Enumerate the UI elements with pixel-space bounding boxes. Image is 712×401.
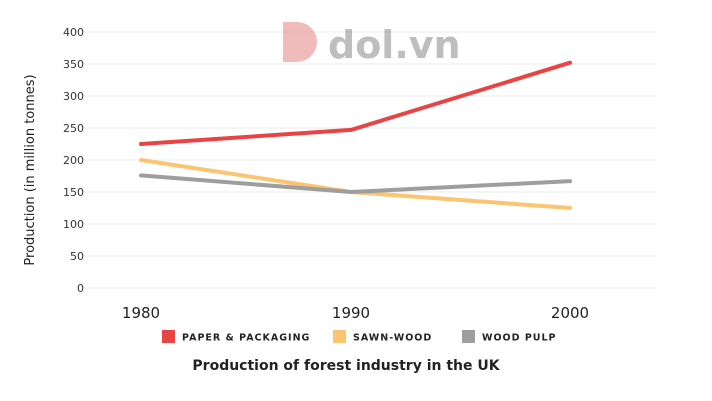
legend: PAPER & PACKAGING SAWN-WOOD WOOD PULP <box>162 330 557 344</box>
y-tick-label: 0 <box>77 282 84 295</box>
legend-label: WOOD PULP <box>482 333 557 344</box>
x-tick-label: 1990 <box>332 304 370 322</box>
x-tick-label: 2000 <box>551 304 589 322</box>
x-axis-ticks: 1980 1990 2000 <box>122 304 589 322</box>
y-tick-label: 300 <box>63 90 84 103</box>
y-tick-label: 350 <box>63 58 84 71</box>
series-lines <box>139 60 572 210</box>
y-tick-label: 400 <box>63 26 84 39</box>
logo-mark-icon <box>283 22 317 62</box>
legend-swatch <box>333 330 346 343</box>
y-tick-label: 250 <box>63 122 84 135</box>
chart-title: Production of forest industry in the UK <box>192 358 500 374</box>
watermark-text: dol.vn <box>328 23 461 67</box>
y-tick-label: 100 <box>63 218 84 231</box>
watermark-logo: dol.vn <box>283 22 461 67</box>
x-tick-label: 1980 <box>122 304 160 322</box>
y-tick-label: 50 <box>70 250 84 263</box>
legend-label: PAPER & PACKAGING <box>182 333 310 344</box>
legend-swatch <box>462 330 475 343</box>
y-axis-ticks: 0 50 100 150 200 250 300 350 400 <box>63 26 84 295</box>
y-tick-label: 150 <box>63 186 84 199</box>
gridlines <box>88 31 657 289</box>
y-axis-label: Production (in million tonnes) <box>23 74 38 265</box>
legend-swatch <box>162 330 175 343</box>
legend-label: SAWN-WOOD <box>353 333 432 344</box>
series-line-wood-pulp <box>139 173 572 194</box>
series-line-paper-packaging <box>139 60 572 146</box>
y-tick-label: 200 <box>63 154 84 167</box>
